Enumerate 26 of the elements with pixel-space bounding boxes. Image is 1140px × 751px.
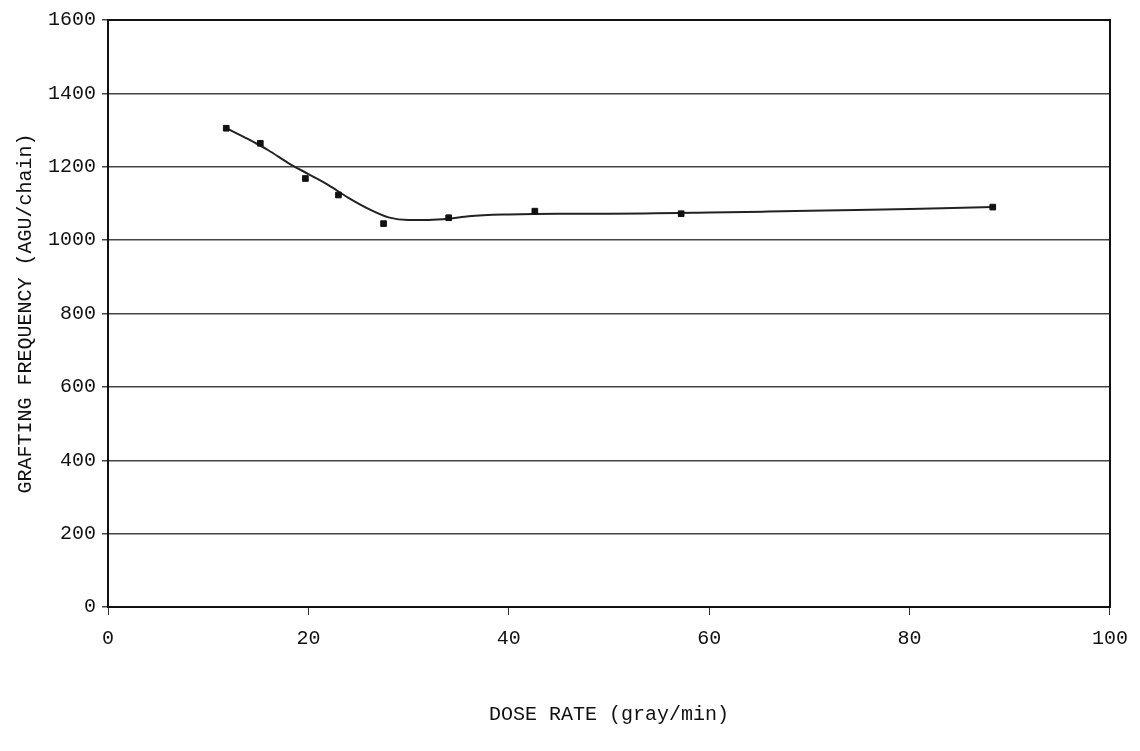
point — [380, 220, 387, 227]
x-tick-label: 40 — [496, 627, 521, 651]
x-tick-label: 0 — [102, 627, 115, 651]
point — [445, 214, 453, 222]
point — [222, 124, 230, 132]
y-axis-title: GRAFTING FREQUENCY (AGU/chain) — [14, 133, 38, 494]
y-tick-label: 1000 — [47, 228, 97, 252]
point — [677, 210, 685, 218]
y-tick-label: 1600 — [47, 8, 97, 32]
point — [989, 203, 997, 211]
y-tick-label: 800 — [59, 301, 97, 325]
x-tick-label: 20 — [296, 627, 321, 651]
y-tick-label: 1400 — [47, 81, 97, 105]
point — [256, 139, 264, 147]
point — [302, 175, 309, 182]
y-tick-label: 1200 — [47, 155, 97, 179]
y-tick-label: 200 — [59, 521, 97, 545]
y-tick-label: 600 — [59, 375, 97, 399]
x-tick-label: 80 — [897, 627, 922, 651]
y-tick-label: 0 — [83, 595, 97, 619]
y-tick-label: 400 — [59, 448, 97, 472]
point — [335, 191, 342, 199]
x-axis-title: DOSE RATE (gray/min) — [488, 703, 730, 727]
x-tick-label: 60 — [697, 627, 722, 651]
x-tick-label: 100 — [1091, 627, 1128, 651]
point — [531, 207, 539, 215]
